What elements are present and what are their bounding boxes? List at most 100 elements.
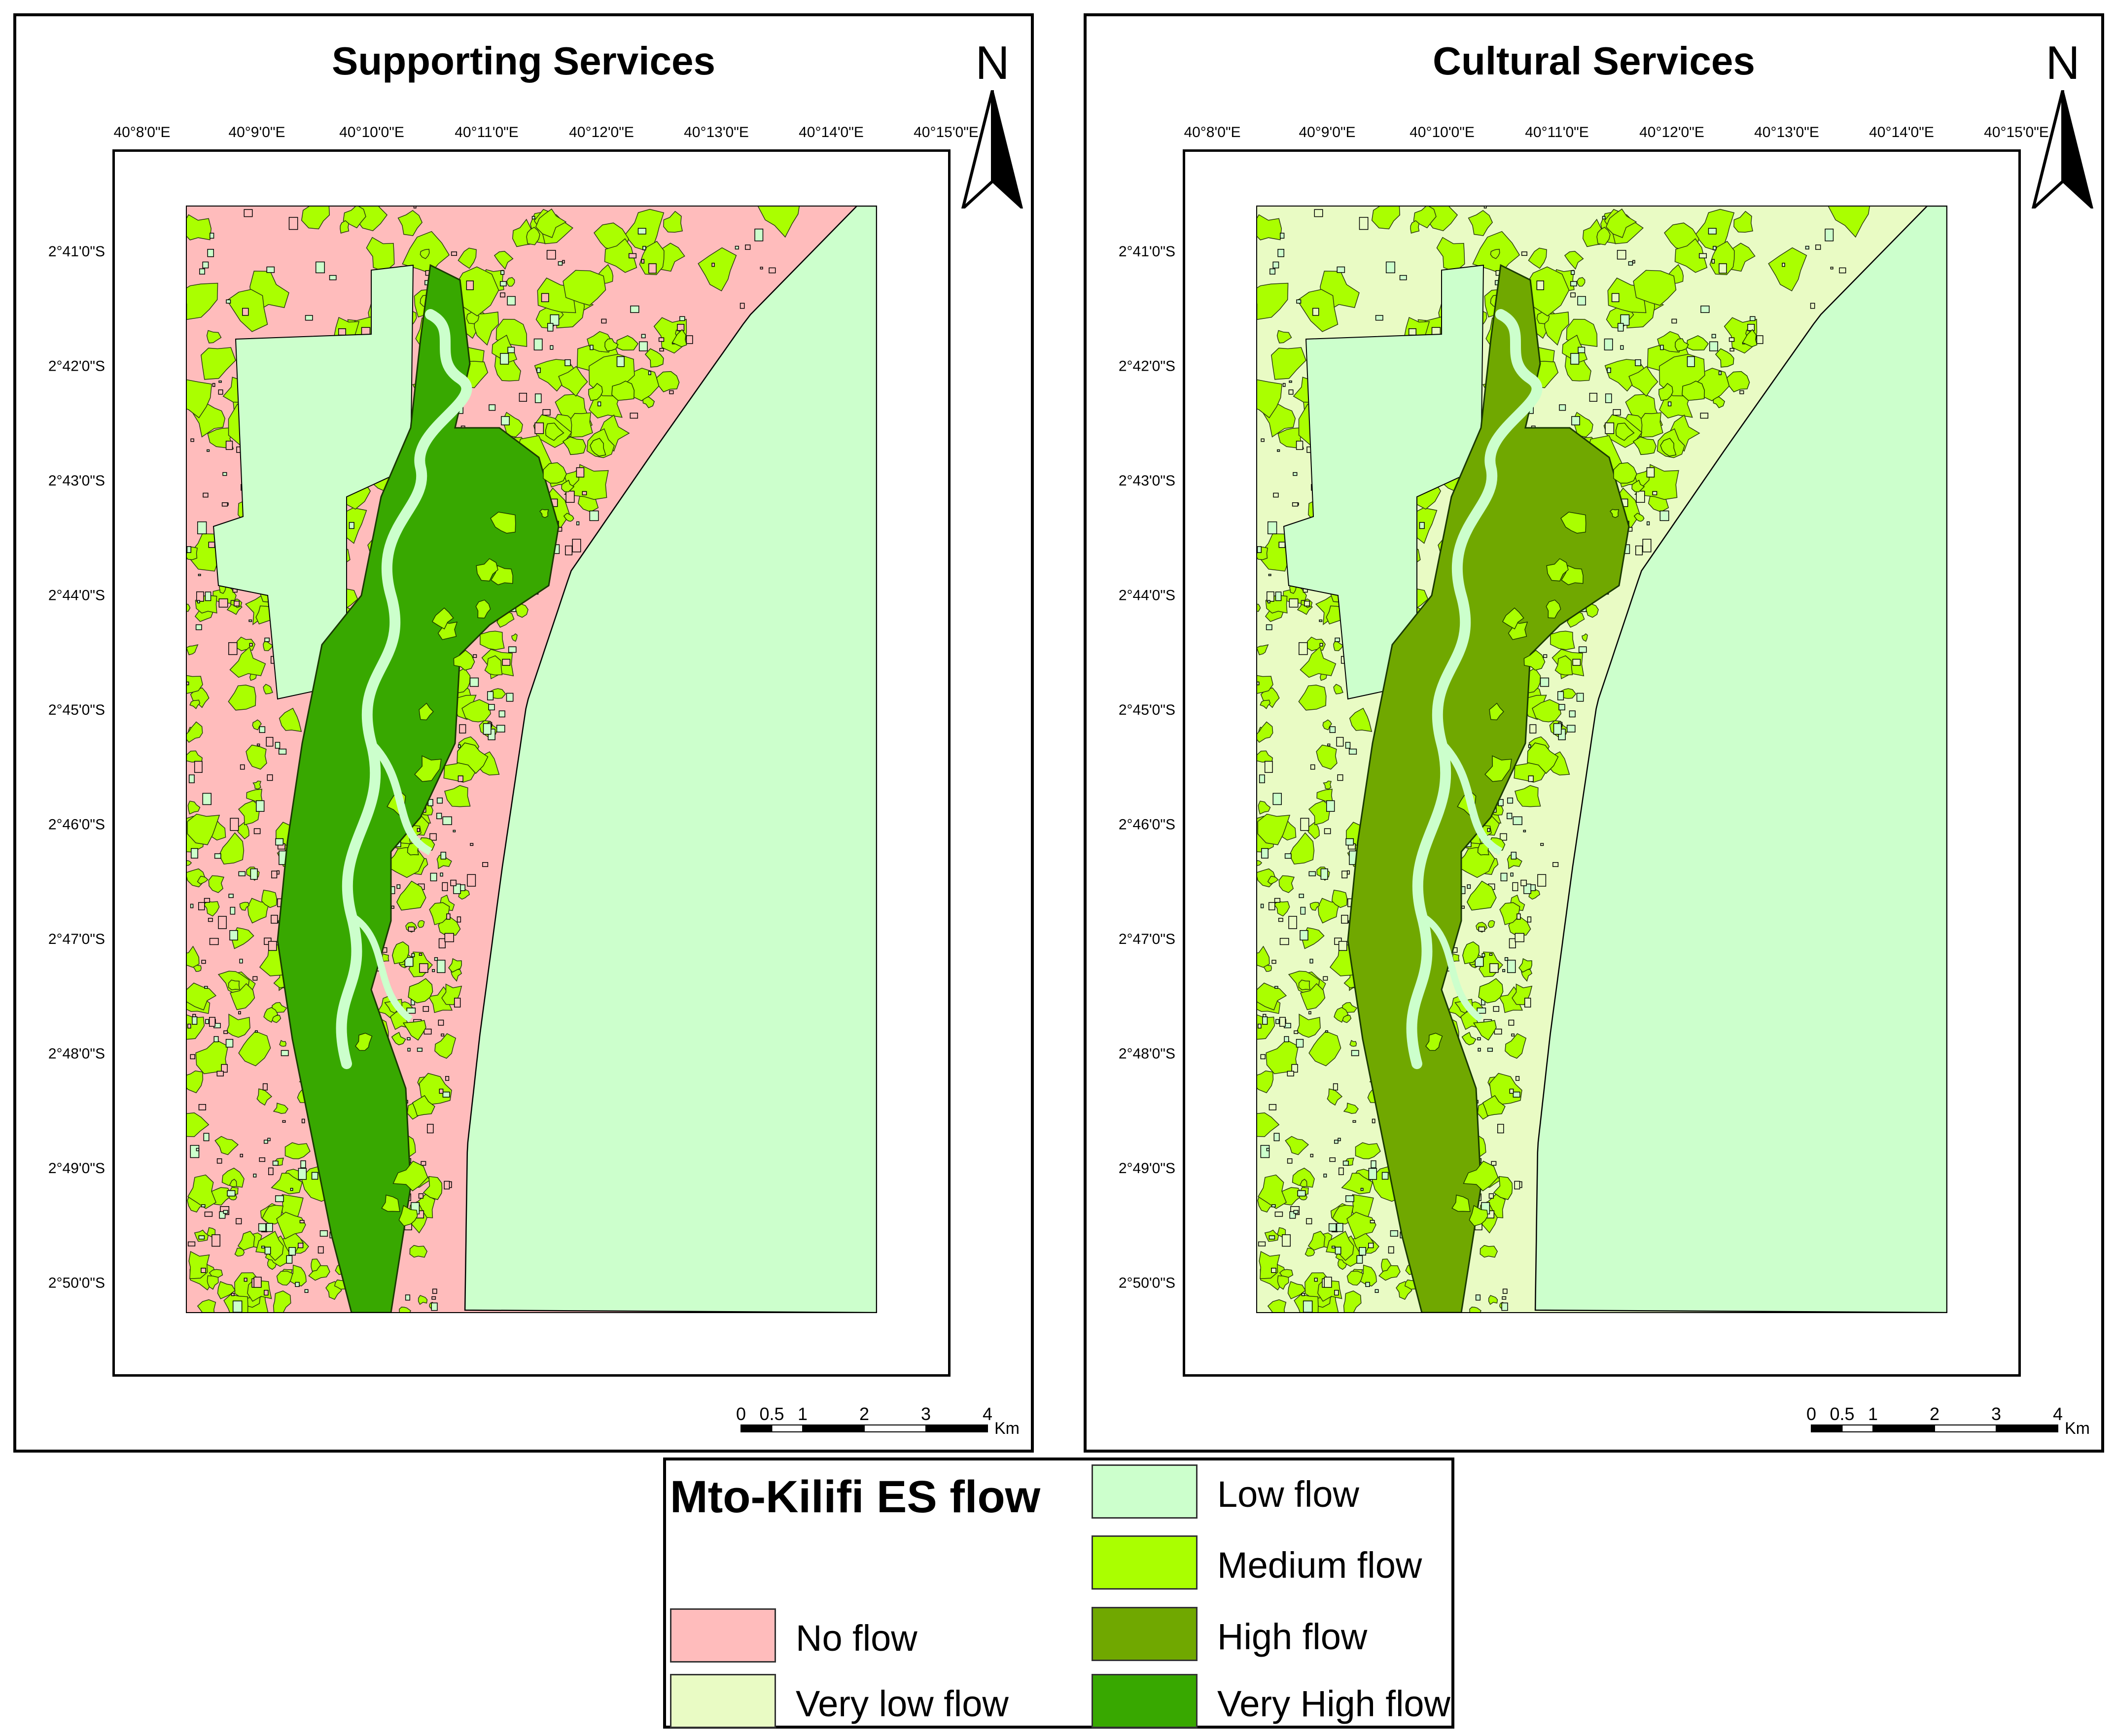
- scale-tick-label: 0: [736, 1404, 746, 1424]
- land-parcel: [221, 1064, 228, 1073]
- map-panel-supporting: Supporting Services N 40°8'0"E 40°9'0"E 40…: [13, 13, 1034, 1453]
- vegetation-patch: [1742, 329, 1758, 347]
- vegetation-patch: [398, 1205, 418, 1227]
- land-parcel: [1728, 337, 1735, 342]
- land-parcel: [1475, 957, 1484, 967]
- land-parcel: [442, 1091, 450, 1098]
- land-parcel: [188, 774, 195, 783]
- vegetation-patch: [1514, 785, 1541, 807]
- vegetation-patch: [453, 650, 475, 671]
- map-frame: 40°8'0"E 40°9'0"E 40°10'0"E 40°11'0"E 40°12'…: [1119, 124, 2049, 1377]
- land-parcel: [423, 1006, 429, 1012]
- vegetation-patch: [197, 1299, 216, 1313]
- land-parcel: [196, 1147, 200, 1151]
- land-parcel: [281, 1050, 289, 1056]
- longitude-label: 40°10'0"E: [339, 124, 404, 140]
- land-parcel: [242, 308, 249, 316]
- land-parcel: [1698, 253, 1707, 259]
- land-parcel: [1552, 862, 1559, 867]
- vegetation-patch: [273, 1102, 288, 1114]
- land-parcel: [236, 1218, 242, 1224]
- land-parcel: [641, 334, 646, 339]
- vegetation-patch: [1285, 1136, 1309, 1155]
- land-parcel: [1617, 250, 1626, 260]
- land-parcel: [1528, 775, 1534, 782]
- land-parcel: [1360, 1187, 1364, 1191]
- land-parcel: [404, 957, 414, 967]
- land-parcel: [1718, 371, 1722, 376]
- land-parcel: [434, 957, 438, 961]
- map-extent-border: [1256, 206, 1947, 1313]
- land-parcel: [1578, 347, 1586, 353]
- vegetation-patch: [590, 438, 606, 457]
- latitude-label: 2°42'0"S: [48, 358, 105, 375]
- vegetation-patch: [1346, 1270, 1364, 1286]
- vegetation-patch: [239, 902, 250, 911]
- land-parcel: [438, 1019, 444, 1026]
- land-parcel: [735, 245, 739, 250]
- vegetation-patch: [279, 707, 302, 732]
- vegetation-patch: [187, 813, 220, 845]
- north-arrow-icon: [2031, 90, 2094, 208]
- land-parcel: [248, 619, 252, 622]
- land-parcel: [1521, 251, 1527, 256]
- land-parcel: [186, 546, 192, 553]
- land-parcel: [1287, 1158, 1293, 1164]
- land-parcel: [1320, 868, 1328, 880]
- longitude-label: 40°13'0"E: [1754, 124, 1819, 140]
- vegetation-patch: [186, 675, 203, 694]
- land-parcel: [1260, 903, 1264, 908]
- land-parcel: [470, 843, 474, 846]
- vegetation-patch: [186, 379, 212, 418]
- land-parcel: [601, 318, 607, 324]
- land-parcel: [1274, 986, 1278, 989]
- vegetation-patch: [1257, 1174, 1287, 1209]
- land-parcel: [1509, 1088, 1514, 1094]
- land-parcel: [1268, 902, 1275, 910]
- vegetation-patch: [189, 699, 201, 709]
- land-parcel: [1324, 828, 1331, 834]
- latitude-label: 2°46'0"S: [48, 817, 105, 833]
- land-parcel: [1408, 328, 1416, 336]
- land-parcel: [304, 1289, 309, 1293]
- land-parcel: [1327, 743, 1331, 746]
- legend-label: Medium flow: [1217, 1545, 1422, 1586]
- land-parcel: [1336, 737, 1344, 747]
- land-parcel: [1271, 960, 1276, 964]
- land-parcel: [536, 367, 541, 373]
- land-parcel: [501, 416, 510, 425]
- land-parcel: [1557, 691, 1564, 700]
- land-parcel: [450, 879, 457, 886]
- land-parcel: [1299, 642, 1308, 655]
- north-arrow: N: [2021, 36, 2105, 213]
- vegetation-patch: [494, 251, 514, 270]
- vegetation-patch: [1631, 480, 1645, 492]
- vegetation-patch: [434, 1033, 457, 1059]
- land-parcel: [253, 1174, 257, 1178]
- vegetation-patch: [311, 1258, 321, 1272]
- legend-swatch: [1092, 1607, 1198, 1661]
- latitude-label: 2°46'0"S: [1119, 817, 1175, 833]
- vegetation-patch: [256, 1088, 273, 1106]
- latitude-label: 2°49'0"S: [1119, 1160, 1175, 1177]
- land-parcel: [299, 1220, 305, 1223]
- land-parcel: [1331, 1246, 1336, 1249]
- land-parcel: [407, 1037, 411, 1041]
- land-parcel: [451, 251, 457, 256]
- land-parcel: [1388, 1246, 1394, 1254]
- latitude-label: 2°50'0"S: [48, 1275, 105, 1291]
- vegetation-patch: [1466, 880, 1497, 911]
- land-parcel: [298, 1243, 304, 1249]
- land-parcel: [1257, 681, 1260, 686]
- land-parcel: [212, 1234, 220, 1247]
- land-parcel: [275, 1195, 284, 1202]
- vegetation-patch: [1528, 247, 1547, 269]
- land-parcel: [207, 248, 214, 257]
- land-parcel: [572, 539, 581, 553]
- vegetation-patch: [186, 1014, 205, 1040]
- land-parcel: [1570, 292, 1576, 298]
- legend-label: No flow: [796, 1618, 917, 1659]
- land-parcel: [1314, 1278, 1318, 1282]
- land-parcel: [204, 898, 211, 903]
- land-parcel: [1365, 1282, 1370, 1287]
